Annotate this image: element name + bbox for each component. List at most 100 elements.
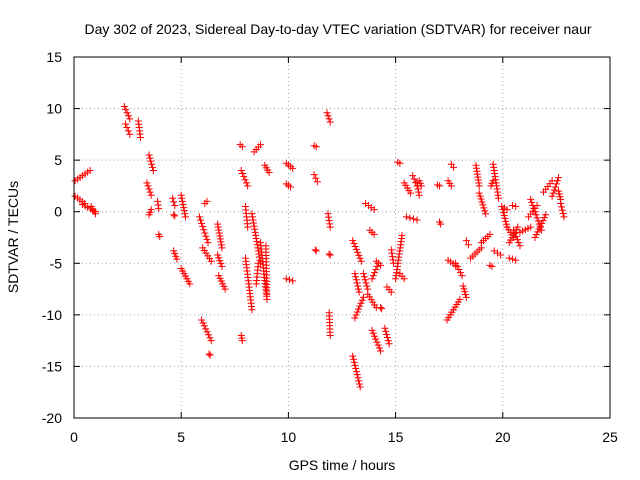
data-point bbox=[409, 215, 417, 223]
y-tick-label: 0 bbox=[54, 204, 62, 220]
data-point bbox=[514, 223, 522, 231]
data-point bbox=[171, 202, 179, 210]
data-point bbox=[198, 316, 206, 324]
data-point bbox=[217, 238, 225, 246]
data-point bbox=[178, 194, 186, 202]
data-point bbox=[559, 210, 567, 218]
data-point bbox=[512, 256, 520, 264]
data-point bbox=[356, 254, 364, 262]
data-point bbox=[355, 288, 363, 296]
data-point bbox=[215, 254, 223, 262]
data-point bbox=[356, 383, 364, 391]
y-tick-label: 15 bbox=[46, 49, 62, 65]
data-point bbox=[475, 182, 483, 190]
data-point bbox=[402, 213, 410, 221]
data-point bbox=[323, 109, 331, 117]
data-point bbox=[146, 154, 154, 162]
data-point bbox=[354, 374, 362, 382]
data-point bbox=[252, 235, 260, 243]
data-point bbox=[407, 189, 415, 197]
data-point bbox=[528, 198, 536, 206]
data-point bbox=[396, 159, 404, 167]
data-point bbox=[536, 222, 544, 230]
data-point bbox=[388, 253, 396, 261]
data-point bbox=[312, 143, 320, 151]
data-point bbox=[478, 198, 486, 206]
data-point bbox=[352, 273, 360, 281]
data-point bbox=[479, 201, 487, 209]
data-point bbox=[462, 237, 470, 245]
data-point bbox=[123, 109, 131, 117]
data-point bbox=[539, 216, 547, 224]
data-point bbox=[244, 182, 252, 190]
data-point bbox=[205, 350, 213, 358]
data-point bbox=[326, 223, 334, 231]
data-point bbox=[352, 245, 360, 253]
data-point bbox=[362, 279, 370, 287]
data-point bbox=[355, 377, 363, 385]
data-point bbox=[480, 204, 488, 212]
data-point bbox=[357, 257, 365, 265]
data-point bbox=[207, 257, 215, 265]
data-point bbox=[510, 226, 518, 234]
y-tick-label: 5 bbox=[54, 152, 62, 168]
data-point bbox=[199, 223, 207, 231]
x-axis-label: GPS time / hours bbox=[289, 457, 396, 473]
data-point bbox=[249, 216, 257, 224]
data-point bbox=[217, 241, 225, 249]
data-point bbox=[477, 195, 485, 203]
data-point bbox=[237, 166, 245, 174]
data-point bbox=[476, 192, 484, 200]
chart-title: Day 302 of 2023, Sidereal Day-to-day VTE… bbox=[84, 21, 591, 37]
data-point bbox=[455, 265, 463, 273]
data-point bbox=[252, 231, 260, 239]
data-point bbox=[124, 112, 132, 120]
data-point bbox=[500, 209, 508, 217]
data-point bbox=[203, 197, 211, 205]
data-point bbox=[449, 163, 457, 171]
data-point bbox=[355, 305, 363, 313]
data-point bbox=[531, 234, 539, 241]
data-point bbox=[381, 324, 389, 332]
data-point bbox=[218, 262, 226, 270]
data-point bbox=[170, 198, 178, 206]
data-point bbox=[557, 199, 565, 207]
data-point bbox=[502, 217, 510, 225]
data-point bbox=[349, 352, 357, 360]
data-point bbox=[325, 213, 333, 221]
data-point bbox=[351, 242, 359, 250]
data-point bbox=[460, 285, 468, 293]
data-point bbox=[262, 242, 270, 250]
data-point bbox=[186, 280, 194, 288]
data-point bbox=[352, 276, 360, 284]
data-point bbox=[287, 183, 295, 191]
data-point bbox=[550, 186, 558, 194]
data-point bbox=[147, 191, 155, 199]
data-point bbox=[384, 337, 392, 345]
data-point bbox=[144, 182, 152, 190]
data-point bbox=[353, 308, 361, 316]
data-point bbox=[501, 214, 509, 222]
data-point bbox=[400, 275, 408, 283]
data-point bbox=[511, 229, 519, 237]
data-point bbox=[361, 276, 369, 284]
data-point bbox=[181, 213, 189, 221]
data-point bbox=[461, 288, 469, 296]
data-point bbox=[257, 141, 265, 149]
data-point bbox=[527, 195, 535, 203]
data-point bbox=[238, 337, 246, 345]
data-point bbox=[124, 127, 132, 135]
data-point bbox=[533, 202, 541, 210]
data-point bbox=[215, 226, 223, 234]
data-point bbox=[372, 265, 380, 273]
data-point bbox=[181, 210, 189, 218]
data-point bbox=[123, 123, 131, 131]
data-point bbox=[145, 185, 153, 193]
data-point bbox=[542, 211, 550, 219]
data-point bbox=[359, 293, 367, 301]
data-point bbox=[552, 180, 560, 188]
data-point bbox=[154, 197, 162, 205]
data-point bbox=[370, 332, 378, 340]
data-point bbox=[143, 179, 151, 187]
